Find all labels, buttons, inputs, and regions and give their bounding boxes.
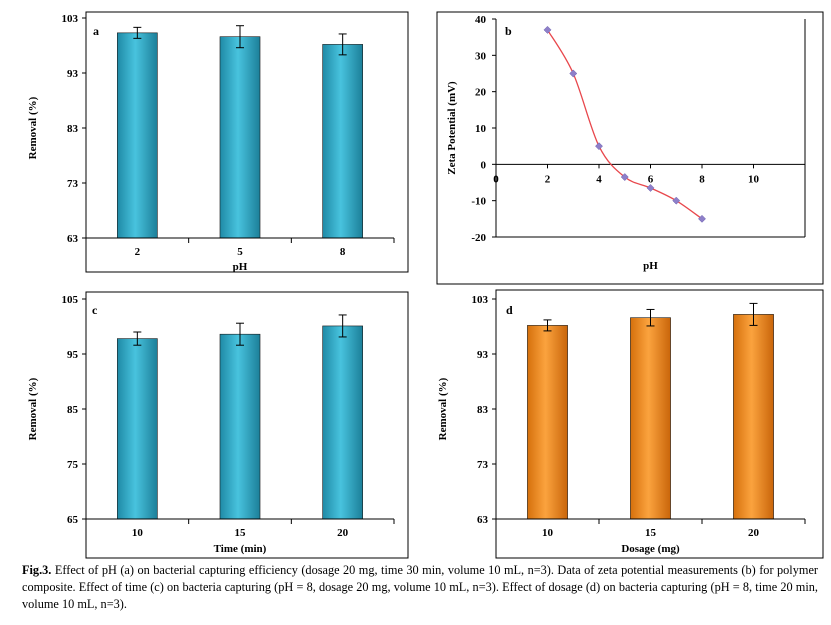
panel-d-bar — [527, 325, 568, 520]
panel-a-xtick-label: 8 — [340, 246, 346, 258]
panel-b-ytick-label: -10 — [471, 196, 486, 208]
figure-caption: Fig.3. Effect of pH (a) on bacterial cap… — [22, 562, 818, 613]
panel-d-xtick-label: 15 — [645, 527, 657, 539]
panel-b-xtick-label: 2 — [545, 173, 551, 185]
panel-d-ytick-label: 93 — [477, 349, 489, 361]
panel-a-ytick-label: 103 — [62, 13, 79, 25]
panel-a-ytick-label: 93 — [67, 68, 79, 80]
panel-d-removal-vs-dosage: 63 73 83 93 103 10 15 20 Dosage (mg) Removal (%) d — [437, 289, 824, 559]
panel-b-xtick-label: 4 — [596, 173, 602, 185]
panel-a-bar — [322, 44, 363, 239]
panel-d-ytick-label: 63 — [477, 514, 489, 526]
panel-c-xtick-label: 10 — [132, 527, 144, 539]
panel-b-xtick-label: 10 — [748, 173, 760, 185]
panel-c-ytick-label: 85 — [67, 404, 79, 416]
panel-b-y-axis-title: Zeta Potential (mV) — [446, 81, 458, 175]
panel-d-bar — [733, 314, 774, 520]
panel-b-data-point — [672, 196, 681, 205]
panel-c-xtick-label: 20 — [337, 527, 349, 539]
panel-b-data-point — [595, 142, 603, 151]
panel-b-data-point — [646, 183, 655, 192]
panel-a-bar — [219, 36, 261, 239]
panel-c-bar — [117, 338, 158, 520]
panel-b-xtick-label: 0 — [493, 173, 499, 185]
panel-b-x-axis-title: pH — [643, 260, 658, 272]
panel-a-x-axis-title: pH — [233, 261, 248, 273]
panel-b-zeta-potential: -20 -10 0 10 20 30 40 0 2 4 6 8 10 pH Zeta Potential (… — [436, 11, 824, 285]
panel-c-bar — [219, 333, 261, 520]
panel-b-ytick-label: 0 — [481, 159, 487, 171]
panel-a-bar — [117, 32, 158, 239]
panel-b-frame — [436, 11, 824, 285]
panel-d-xtick-label: 20 — [748, 527, 760, 539]
panel-d-x-axis-title: Dosage (mg) — [621, 543, 680, 555]
panel-a-xtick-label: 2 — [135, 246, 141, 258]
panel-d-ytick-label: 73 — [477, 459, 489, 471]
panel-b-ytick-label: 10 — [475, 123, 487, 135]
panel-b-data-point — [620, 173, 629, 182]
panel-c-y-axis-title: Removal (%) — [27, 377, 39, 440]
panel-c-removal-vs-time: 65 75 85 95 105 10 15 20 Time (min) Removal (%) c — [27, 291, 409, 559]
panel-d-ytick-label: 83 — [477, 404, 489, 416]
panel-c-label: c — [92, 303, 98, 317]
panel-d-ytick-label: 103 — [472, 294, 489, 306]
panel-d-label: d — [506, 303, 513, 317]
panel-a-xtick-label: 5 — [237, 246, 243, 258]
panel-a-label: a — [93, 24, 99, 38]
caption-text: Effect of pH (a) on bacterial capturing … — [22, 563, 818, 611]
panel-c-ytick-label: 105 — [62, 294, 79, 306]
panel-b-label: b — [505, 24, 512, 38]
panel-c-xtick-label: 15 — [235, 527, 247, 539]
panel-b-xtick-label: 6 — [648, 173, 654, 185]
panel-d-bar — [630, 317, 671, 520]
panel-c-ytick-label: 65 — [67, 514, 79, 526]
panel-d-xtick-label: 10 — [542, 527, 554, 539]
panel-b-ytick-label: 40 — [475, 14, 487, 26]
panel-b-ytick-label: -20 — [471, 232, 486, 244]
panel-c-bar — [322, 325, 363, 520]
panel-b-series-line — [546, 29, 703, 220]
panel-b-ytick-label: 30 — [475, 50, 487, 62]
panel-a-ytick-label: 83 — [67, 123, 79, 135]
panel-b-data-point — [543, 25, 552, 34]
panel-d-y-axis-title: Removal (%) — [437, 377, 449, 440]
panel-b-xtick-label: 8 — [699, 173, 705, 185]
panel-b-ytick-label: 20 — [475, 87, 487, 99]
panel-c-ytick-label: 75 — [67, 459, 79, 471]
panel-c-ytick-label: 95 — [67, 349, 79, 361]
panel-a-ytick-label: 63 — [67, 233, 79, 245]
panel-a-y-axis-title: Removal (%) — [27, 96, 39, 159]
panel-a-ytick-label: 73 — [67, 178, 79, 190]
panel-c-x-axis-title: Time (min) — [214, 543, 267, 555]
panel-b-data-point — [569, 69, 578, 78]
panel-b-data-point — [698, 214, 706, 223]
caption-lead: Fig.3. — [22, 563, 52, 577]
panel-a-removal-vs-ph: 63 73 83 93 103 2 5 8 pH Removal (%) a — [27, 11, 409, 273]
